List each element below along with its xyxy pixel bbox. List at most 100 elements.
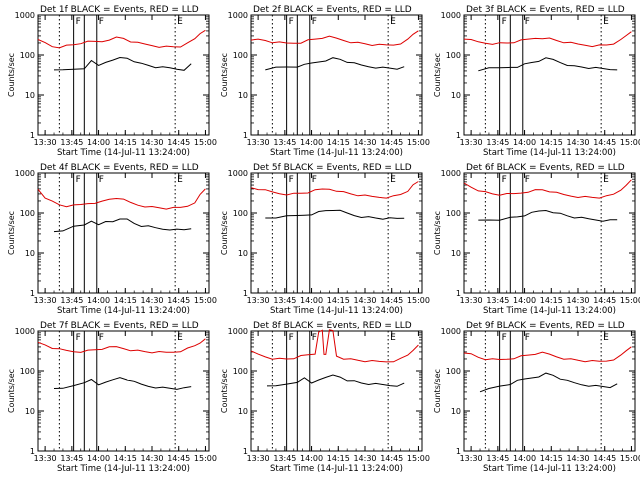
x-tick-label: 15:00 (620, 296, 640, 305)
x-tick-label: 14:30 (140, 454, 163, 463)
plot-frame (463, 14, 636, 136)
series-events (265, 57, 405, 71)
series-lld (463, 31, 632, 48)
marker-label: F (502, 175, 507, 185)
y-axis-label: Counts/sec (433, 211, 442, 255)
marker-label: F (99, 17, 104, 27)
y-tick-label: 100 (233, 209, 248, 218)
x-tick-label: 13:45 (273, 138, 296, 147)
subplot-det-8: Det 8f BLACK = Events, RED = LLD 1 10 100 10… (220, 321, 430, 474)
series-events (478, 209, 618, 222)
series-lld (37, 29, 206, 49)
x-axis-label: Start Time (14-Jul-11 13:24:00) (270, 464, 403, 474)
subplot-det-9: Det 9f BLACK = Events, RED = LLD 1 10 100 10… (433, 321, 640, 474)
x-axis-label: Start Time (14-Jul-11 13:24:00) (57, 148, 190, 158)
x-tick-label: 14:45 (167, 296, 190, 305)
y-tick-label: 10 (25, 249, 35, 258)
x-tick-label: 15:00 (407, 454, 430, 463)
marker-label: E (390, 175, 396, 185)
series-events (53, 56, 192, 71)
marker-label: F (525, 17, 530, 27)
y-axis-label: Counts/sec (7, 211, 16, 255)
x-tick-label: 13:45 (60, 296, 83, 305)
y-axis-label: Counts/sec (220, 53, 229, 97)
x-tick-label: 14:30 (353, 138, 376, 147)
x-tick-label: 13:30 (247, 454, 270, 463)
x-tick-label: 15:00 (194, 454, 217, 463)
marker-label: F (525, 333, 530, 343)
y-tick-label: 1 (243, 447, 248, 456)
y-tick-label: 1 (243, 131, 248, 140)
x-axis-label: Start Time (14-Jul-11 13:24:00) (483, 464, 616, 474)
x-tick-label: 13:45 (273, 296, 296, 305)
marker-label: F (76, 17, 81, 27)
subplot-det-7: Det 7f BLACK = Events, RED = LLD 1 10 100 10… (7, 321, 217, 474)
series-events (479, 372, 618, 393)
y-tick-label: 10 (238, 91, 248, 100)
y-tick-label: 1 (243, 289, 248, 298)
subplot-det-3: Det 3f BLACK = Events, RED = LLD 1 10 100 10… (433, 5, 640, 158)
y-tick-label: 100 (20, 209, 35, 218)
marker-label: F (312, 175, 317, 185)
y-tick-label: 1000 (441, 169, 461, 178)
x-tick-label: 14:45 (167, 454, 190, 463)
marker-label: F (76, 333, 81, 343)
y-axis-label: Counts/sec (220, 211, 229, 255)
subplot-title: Det 2f BLACK = Events, RED = LLD (253, 5, 412, 15)
series-lld (463, 179, 632, 199)
series-events (478, 57, 618, 72)
y-tick-label: 1000 (15, 327, 35, 336)
x-tick-label: 14:00 (300, 138, 323, 147)
x-tick-label: 13:45 (486, 138, 509, 147)
x-axis-label: Start Time (14-Jul-11 13:24:00) (270, 148, 403, 158)
x-tick-label: 13:45 (60, 454, 83, 463)
plot-frame (37, 330, 210, 452)
series-lld (250, 181, 419, 199)
y-axis-label: Counts/sec (7, 369, 16, 413)
marker-label: F (289, 333, 294, 343)
x-tick-label: 14:00 (300, 454, 323, 463)
x-tick-label: 13:30 (34, 138, 57, 147)
marker-label: E (177, 175, 183, 185)
y-tick-label: 10 (451, 407, 461, 416)
x-tick-label: 13:30 (460, 454, 483, 463)
marker-label: F (525, 175, 530, 185)
marker-label: F (99, 333, 104, 343)
y-tick-label: 100 (20, 51, 35, 60)
x-tick-label: 14:30 (140, 296, 163, 305)
x-tick-label: 14:15 (114, 296, 137, 305)
y-tick-label: 1 (456, 447, 461, 456)
y-tick-label: 1 (30, 131, 35, 140)
series-lld (37, 188, 206, 210)
series-events (53, 218, 192, 233)
marker-label: E (603, 333, 609, 343)
subplot-det-2: Det 2f BLACK = Events, RED = LLD 1 10 100 10… (220, 5, 430, 158)
x-tick-label: 14:45 (380, 296, 403, 305)
y-tick-label: 10 (451, 249, 461, 258)
x-axis-label: Start Time (14-Jul-11 13:24:00) (483, 306, 616, 316)
x-tick-label: 13:30 (460, 296, 483, 305)
plot-frame (37, 172, 210, 294)
x-tick-label: 13:30 (34, 454, 57, 463)
y-axis-label: Counts/sec (433, 369, 442, 413)
subplot-title: Det 3f BLACK = Events, RED = LLD (466, 5, 625, 15)
y-tick-label: 1000 (15, 11, 35, 20)
subplot-det-1: Det 1f BLACK = Events, RED = LLD 1 10 100 10… (7, 5, 217, 158)
x-tick-label: 14:30 (140, 138, 163, 147)
x-tick-label: 15:00 (620, 138, 640, 147)
marker-label: F (312, 17, 317, 27)
series-events (266, 374, 405, 387)
y-axis-label: Counts/sec (220, 369, 229, 413)
marker-label: F (76, 175, 81, 185)
series-lld (463, 346, 632, 363)
marker-label: E (603, 17, 609, 27)
y-tick-label: 10 (25, 407, 35, 416)
x-tick-label: 14:00 (300, 296, 323, 305)
subplot-det-5: Det 5f BLACK = Events, RED = LLD 1 10 100 10… (220, 163, 430, 316)
x-tick-label: 14:00 (87, 454, 110, 463)
x-tick-label: 15:00 (407, 296, 430, 305)
x-tick-label: 14:45 (380, 138, 403, 147)
series-lld (37, 338, 206, 354)
y-tick-label: 100 (446, 367, 461, 376)
